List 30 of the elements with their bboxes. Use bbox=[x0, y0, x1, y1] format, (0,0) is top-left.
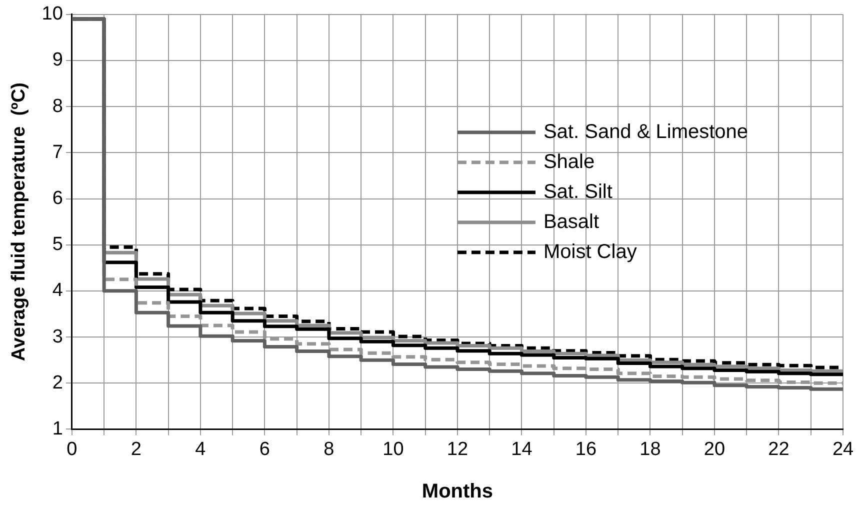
legend-label: Sat. Sand & Limestone bbox=[543, 120, 748, 143]
y-tick-label: 1 bbox=[52, 418, 63, 440]
y-axis-title: Average fluid temperature (ºC) bbox=[8, 82, 30, 362]
x-tick-label: 22 bbox=[768, 438, 790, 460]
x-tick-label: 18 bbox=[640, 438, 661, 460]
legend-label: Sat. Silt bbox=[543, 180, 613, 203]
x-tick-label: 6 bbox=[259, 438, 270, 460]
legend-label: Moist Clay bbox=[543, 240, 637, 263]
x-axis-title: Months bbox=[422, 480, 494, 503]
y-tick-label: 8 bbox=[52, 96, 63, 117]
x-tick-label: 16 bbox=[575, 438, 597, 460]
x-tick-label: 10 bbox=[382, 438, 404, 460]
x-tick-label: 24 bbox=[832, 438, 854, 460]
x-tick-label: 8 bbox=[324, 438, 334, 460]
x-tick-label: 14 bbox=[511, 438, 533, 460]
x-tick-label: 0 bbox=[66, 438, 78, 460]
y-tick-label: 2 bbox=[52, 372, 63, 394]
y-tick-label: 5 bbox=[52, 234, 63, 256]
x-tick-label: 2 bbox=[130, 438, 142, 460]
y-tick-label: 9 bbox=[52, 50, 63, 71]
legend-label: Shale bbox=[543, 150, 595, 173]
x-tick-label: 4 bbox=[195, 438, 206, 460]
x-tick-label: 20 bbox=[704, 438, 726, 460]
x-tick-label: 12 bbox=[446, 438, 468, 460]
legend-label: Basalt bbox=[543, 210, 600, 233]
y-tick-label: 7 bbox=[52, 142, 63, 163]
y-tick-label: 4 bbox=[52, 280, 64, 302]
y-tick-label: 10 bbox=[42, 4, 63, 25]
y-tick-label: 6 bbox=[52, 188, 63, 209]
y-tick-label: 3 bbox=[52, 326, 63, 348]
